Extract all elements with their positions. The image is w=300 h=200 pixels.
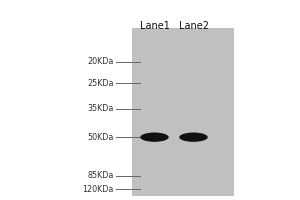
Ellipse shape — [184, 133, 203, 136]
Ellipse shape — [145, 133, 164, 136]
Ellipse shape — [140, 133, 169, 142]
Bar — [132, 28, 234, 196]
Text: 25KDa: 25KDa — [88, 79, 114, 88]
Text: 50KDa: 50KDa — [88, 133, 114, 142]
Text: 20KDa: 20KDa — [88, 57, 114, 66]
Ellipse shape — [179, 133, 208, 142]
Text: 85KDa: 85KDa — [88, 171, 114, 180]
Text: Lane1: Lane1 — [140, 21, 169, 31]
Text: 35KDa: 35KDa — [88, 104, 114, 113]
Text: 120KDa: 120KDa — [82, 185, 114, 194]
Text: Lane2: Lane2 — [178, 21, 208, 31]
